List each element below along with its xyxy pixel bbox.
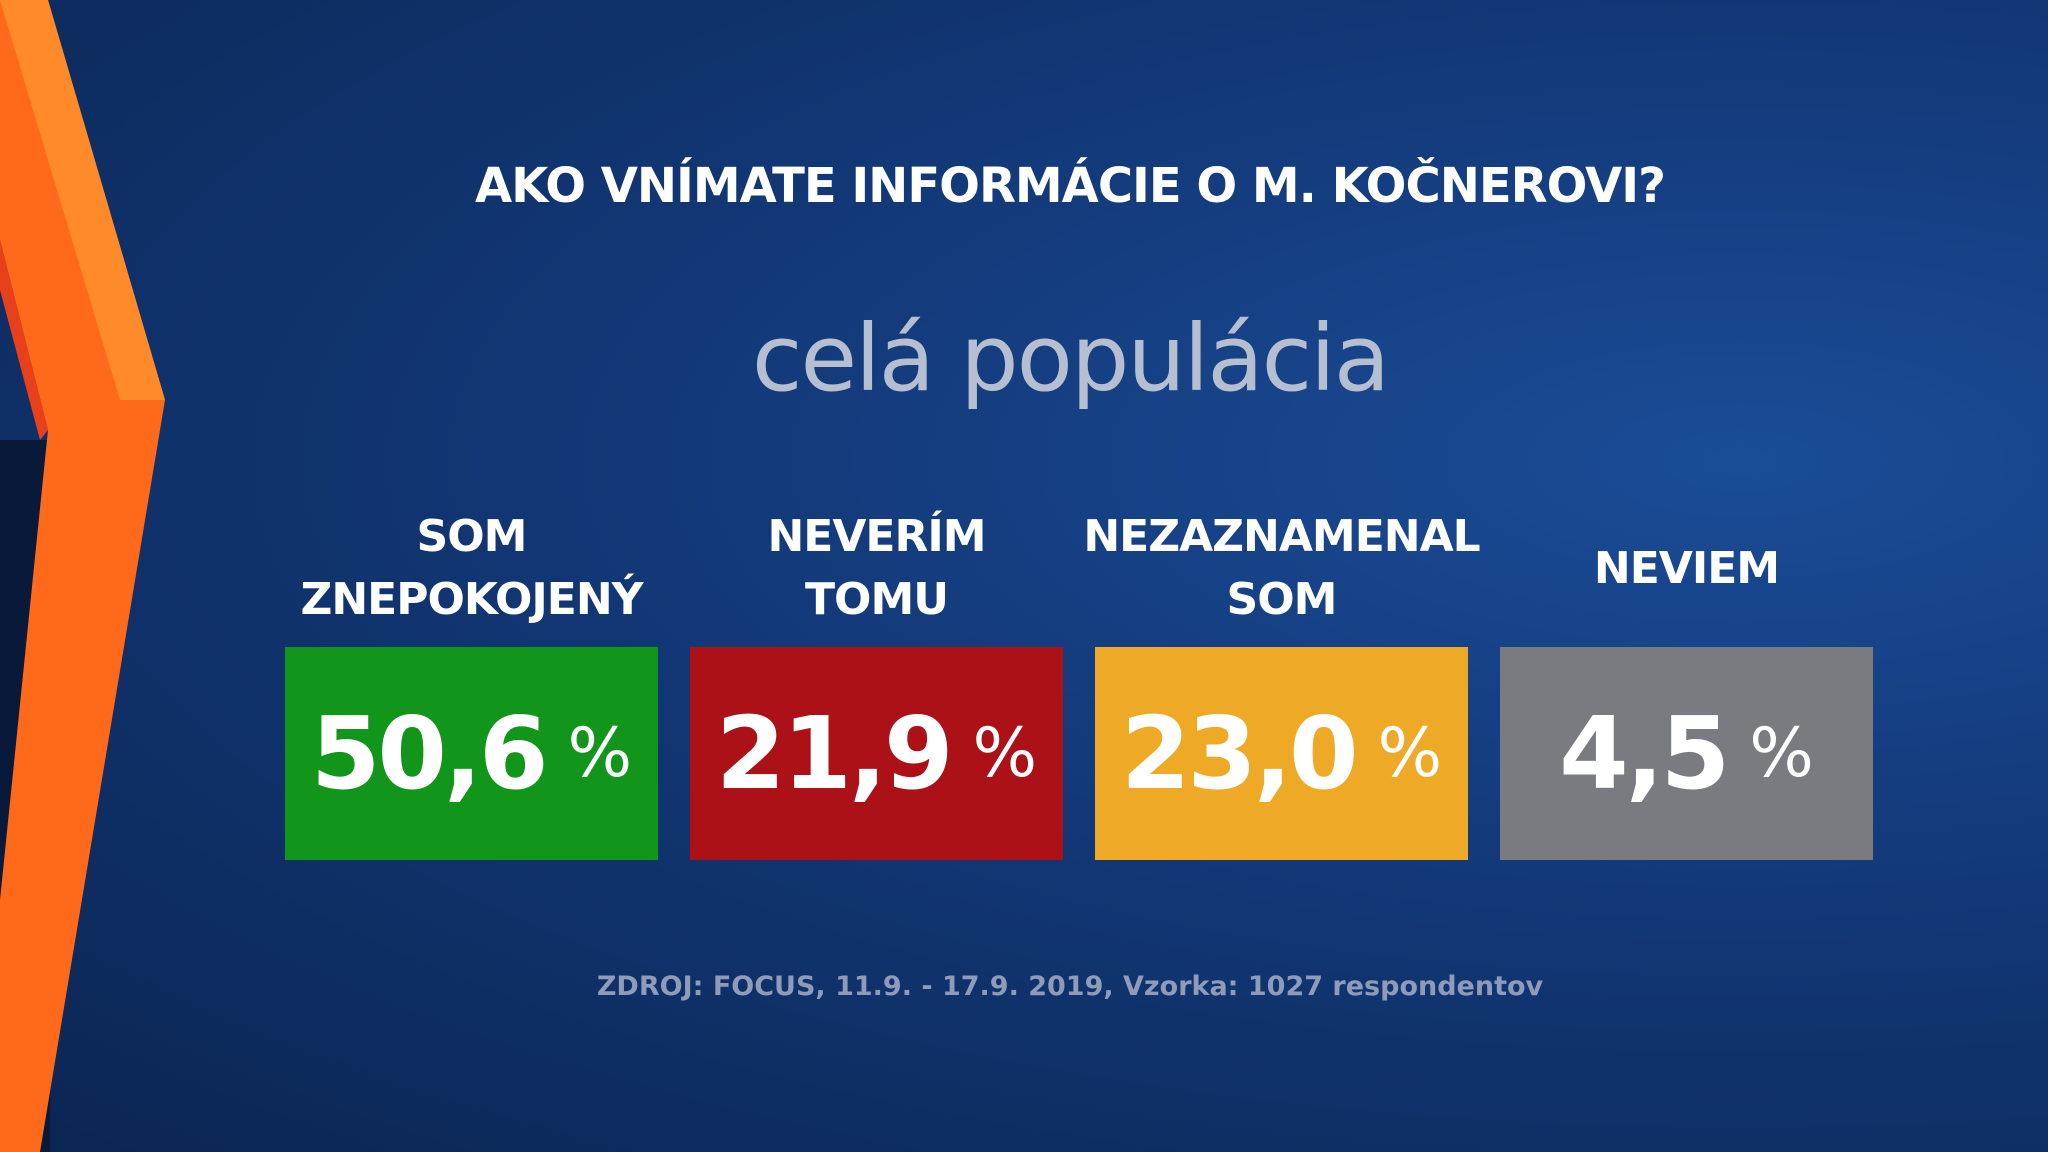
value-box: 23,0% [1095, 647, 1468, 860]
title: AKO VNÍMATE INFORMÁCIE O M. KOČNEROVI? [475, 158, 1666, 214]
label-line: ZNEPOKOJENÝ [300, 574, 643, 625]
label-line: NEZAZNAMENAL [1083, 511, 1480, 562]
value: 50,6 [310, 695, 549, 812]
label-line: NEVERÍM [767, 511, 986, 562]
value-box: 50,6% [285, 647, 658, 860]
source: ZDROJ: FOCUS, 11.9. - 17.9. 2019, Vzorka… [596, 971, 1544, 1002]
unit: % [1377, 714, 1443, 793]
item-label: NEVIEM [1477, 498, 1897, 638]
value: 4,5 [1559, 695, 1730, 812]
label-line: NEVIEM [1593, 542, 1780, 594]
value: 21,9 [715, 695, 954, 812]
label-line: SOM [416, 511, 528, 562]
value-box: 21,9% [690, 647, 1063, 860]
label-line: TOMU [805, 574, 949, 625]
subtitle: celá populácia [751, 305, 1390, 412]
item-label: NEVERÍM TOMU [667, 498, 1087, 638]
item-label: NEZAZNAMENAL SOM [1072, 498, 1492, 638]
unit: % [972, 714, 1038, 793]
item-label: SOM ZNEPOKOJENÝ [262, 498, 682, 638]
unit: % [567, 714, 633, 793]
value-box: 4,5% [1500, 647, 1873, 860]
unit: % [1749, 714, 1814, 793]
label-line: SOM [1226, 574, 1338, 625]
value: 23,0 [1120, 695, 1359, 812]
